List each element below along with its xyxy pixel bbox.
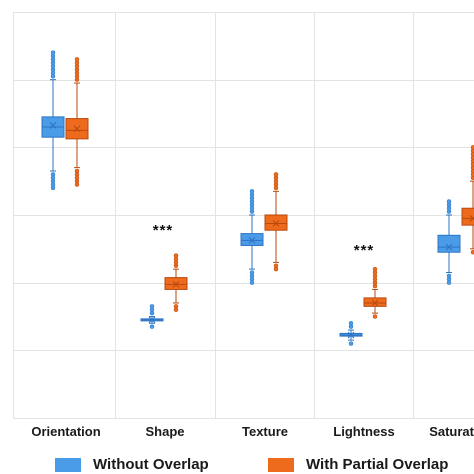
outlier-point [173, 253, 179, 258]
category-label-shape: Shape [145, 424, 185, 439]
box-with-partial-overlap-lightness [363, 266, 387, 319]
gridlines [13, 12, 474, 419]
box-without-overlap-texture [240, 189, 264, 285]
outlier-point [273, 266, 279, 272]
mean-marker [148, 316, 156, 324]
outlier-point [372, 314, 378, 319]
box-body [461, 207, 474, 226]
box-with-partial-overlap-orientation [65, 57, 89, 187]
significance-label-lightness: *** [353, 242, 375, 259]
mean-marker [445, 243, 453, 251]
category-label-saturation: Saturat [429, 424, 474, 439]
outlier-point [470, 249, 474, 255]
outlier-point [173, 307, 179, 312]
mean-marker [371, 299, 379, 307]
outlier-point [249, 280, 255, 285]
outlier-point [273, 172, 279, 177]
outlier-point [470, 145, 474, 150]
outlier-point [348, 321, 354, 326]
box-without-overlap-shape [140, 304, 164, 329]
outlier-point [50, 50, 56, 55]
mean-marker [469, 215, 474, 222]
legend-label-with-partial-overlap: With Partial Overlap [306, 456, 449, 473]
outlier-point [74, 57, 80, 62]
category-label-orientation: Orientation [31, 424, 101, 439]
box-body [264, 214, 288, 231]
outlier-point [249, 189, 255, 194]
mean-marker [248, 237, 256, 244]
plot-area [41, 50, 474, 346]
legend: Without Overlap With Partial Overlap [0, 455, 474, 474]
legend-item-with-partial-overlap: With Partial Overlap [268, 455, 448, 474]
outlier-point [348, 341, 354, 346]
mean-marker [347, 331, 355, 339]
mean-marker [73, 125, 81, 133]
box-body [363, 297, 387, 307]
mean-marker [172, 281, 180, 288]
legend-swatch-with-partial-overlap [268, 457, 294, 472]
box-body [240, 233, 264, 246]
legend-label-without-overlap: Without Overlap [93, 456, 209, 473]
box-without-overlap-orientation [41, 50, 65, 191]
category-label-texture: Texture [242, 424, 288, 439]
outlier-point [149, 304, 155, 309]
legend-swatch-without-overlap [55, 457, 81, 472]
mean-marker [272, 220, 280, 227]
outlier-point [446, 280, 452, 285]
outlier-point [372, 266, 378, 272]
box-with-partial-overlap-texture [264, 172, 288, 272]
category-label-lightness: Lightness [333, 424, 395, 439]
box-with-partial-overlap-saturation [461, 145, 474, 255]
outlier-point [74, 182, 80, 187]
box-body [164, 277, 188, 290]
outlier-point [50, 185, 56, 191]
box-without-overlap-lightness [339, 321, 363, 346]
outlier-point [446, 199, 452, 204]
box-without-overlap-saturation [437, 199, 461, 285]
significance-label-shape: *** [152, 222, 174, 239]
mean-marker [49, 121, 57, 129]
box-body [437, 234, 461, 253]
box-with-partial-overlap-shape [164, 253, 188, 312]
legend-item-without-overlap: Without Overlap [55, 455, 209, 474]
outlier-point [149, 324, 155, 329]
